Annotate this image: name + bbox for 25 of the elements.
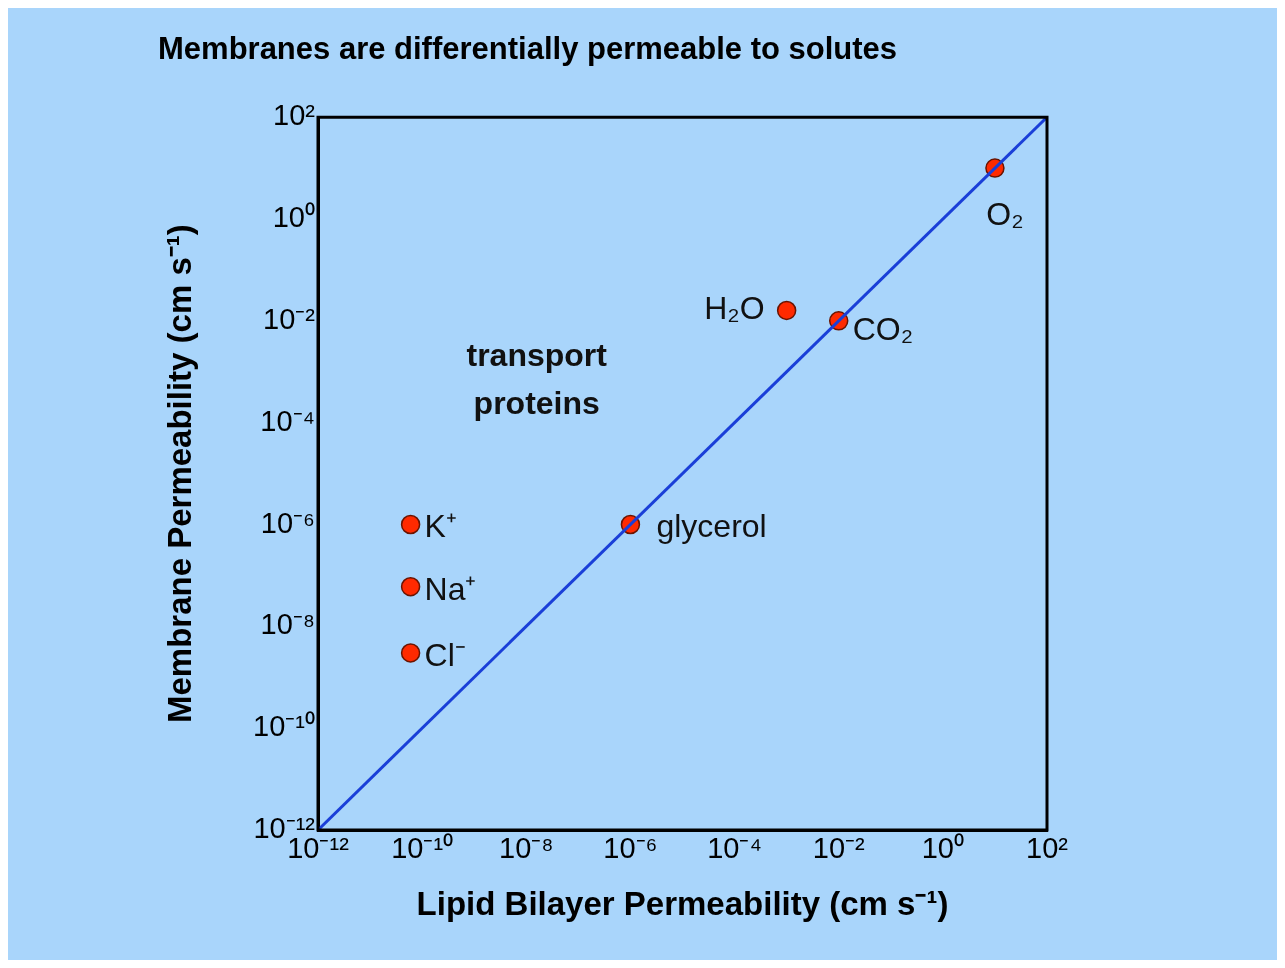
y-tick-label: 10² bbox=[273, 99, 316, 132]
y-tick-label: 10⁻⁴ bbox=[260, 404, 315, 437]
x-tick-label: 10⁻⁸ bbox=[499, 832, 554, 865]
annotation: Cl⁻ bbox=[424, 636, 466, 673]
x-tick-label: 10⁻² bbox=[812, 832, 866, 865]
chart-title: Membranes are differentially permeable to solutes bbox=[158, 31, 898, 67]
y-tick-label: 10⁻² bbox=[263, 302, 316, 335]
annotation: O₂ bbox=[986, 195, 1024, 232]
x-tick-label: 10⁻⁴ bbox=[707, 832, 762, 865]
annotation: H₂O bbox=[704, 290, 765, 327]
x-axis-title: Lipid Bilayer Permeability (cm s⁻¹) bbox=[416, 885, 949, 923]
x-tick-label: 10⁻⁶ bbox=[603, 832, 658, 865]
annotation: transport proteins bbox=[466, 336, 608, 421]
y-tick-label: 10⁻¹⁰ bbox=[253, 710, 315, 743]
y-tick-label: 10⁰ bbox=[272, 201, 315, 234]
y-tick-label: 10⁻⁶ bbox=[260, 506, 315, 539]
x-tick-label: 10⁻¹⁰ bbox=[391, 832, 454, 865]
x-tick-label: 10² bbox=[1026, 832, 1069, 865]
annotation: CO₂ bbox=[852, 310, 914, 347]
y-axis-title: Membrane Permeability (cm s⁻¹) bbox=[160, 224, 198, 724]
y-tick-label: 10⁻⁸ bbox=[260, 608, 315, 641]
annotation: K⁺ bbox=[424, 508, 457, 545]
x-tick-label: 10⁰ bbox=[921, 832, 964, 865]
annotation: Na⁺ bbox=[424, 570, 477, 607]
annotation: glycerol bbox=[656, 508, 767, 545]
